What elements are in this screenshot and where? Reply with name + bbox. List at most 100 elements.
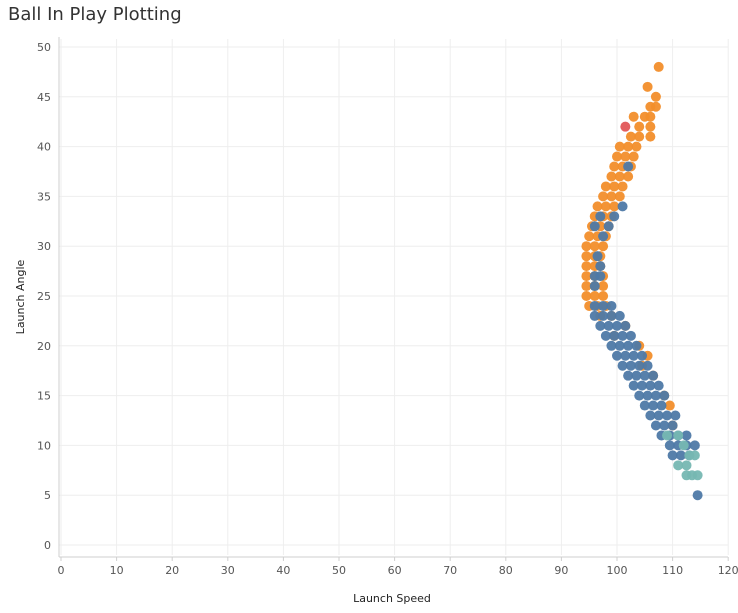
y-tick-label: 15 [37, 390, 51, 403]
data-point [678, 440, 689, 451]
data-point [589, 281, 600, 292]
data-point [634, 390, 645, 401]
data-point [612, 320, 622, 331]
grid-lines [59, 39, 729, 555]
data-point [637, 350, 648, 361]
data-point [628, 151, 639, 162]
x-tick-label: 80 [499, 564, 513, 577]
data-point [609, 181, 620, 192]
data-point [628, 350, 639, 361]
x-tick-label: 40 [276, 564, 290, 577]
data-point [598, 281, 609, 292]
y-tick-label: 5 [44, 489, 51, 502]
y-tick-label: 45 [37, 91, 51, 104]
data-point [589, 221, 600, 232]
data-point [584, 231, 595, 242]
data-point [598, 291, 609, 301]
y-tick-label: 50 [37, 41, 51, 54]
data-point [639, 370, 650, 381]
data-point [617, 360, 628, 371]
data-point [595, 271, 606, 282]
data-point [634, 360, 645, 371]
data-point [659, 420, 670, 431]
data-point [634, 131, 645, 142]
data-point [600, 330, 611, 341]
data-point [634, 121, 645, 132]
y-tick-label: 10 [37, 439, 51, 452]
data-point [595, 211, 606, 222]
data-point [603, 320, 614, 331]
data-point [681, 460, 692, 471]
data-point [606, 310, 617, 321]
data-point [645, 380, 656, 391]
data-point [600, 201, 611, 212]
data-point [628, 111, 639, 122]
data-point [689, 450, 700, 461]
data-point [662, 410, 673, 421]
data-point [650, 390, 661, 401]
data-point [631, 340, 642, 351]
data-point [675, 450, 686, 461]
data-point [614, 340, 625, 351]
data-point [614, 191, 625, 202]
data-point [637, 380, 648, 391]
x-axis-ticks: 0 10 20 30 40 50 60 70 80 90 100 110 120 [58, 557, 738, 577]
x-axis-title: Launch Speed [353, 592, 431, 605]
y-tick-label: 25 [37, 290, 51, 303]
y-axis-title: Launch Angle [14, 259, 27, 334]
data-point [623, 370, 634, 381]
data-point [623, 161, 634, 172]
data-point [609, 161, 620, 172]
data-point [581, 241, 592, 252]
data-point [692, 490, 703, 501]
data-point [650, 101, 661, 112]
data-point [614, 171, 625, 182]
y-tick-label: 20 [37, 340, 51, 353]
data-point [642, 81, 653, 92]
x-tick-label: 50 [332, 564, 346, 577]
data-point [589, 300, 600, 311]
data-point [598, 231, 609, 242]
y-tick-label: 0 [44, 539, 51, 552]
data-point [603, 221, 614, 232]
data-point [645, 121, 656, 132]
data-point [656, 400, 667, 411]
x-tick-label: 110 [662, 564, 683, 577]
data-point [589, 310, 600, 321]
data-points [581, 61, 703, 501]
data-point [681, 470, 692, 481]
data-point [623, 340, 634, 351]
data-point [650, 420, 661, 431]
data-point [609, 211, 620, 222]
data-point [659, 390, 670, 401]
data-point [617, 201, 628, 212]
data-point [664, 440, 675, 451]
data-point [612, 350, 622, 361]
data-point [648, 400, 659, 411]
data-point [648, 370, 659, 381]
data-point [645, 111, 656, 122]
data-point [598, 191, 609, 202]
data-point [653, 410, 664, 421]
data-point [673, 430, 684, 441]
data-point [581, 251, 592, 262]
data-point [642, 390, 653, 401]
data-point [617, 330, 628, 341]
data-point [617, 181, 628, 192]
y-tick-label: 30 [37, 240, 51, 253]
data-point [670, 410, 681, 421]
y-tick-label: 35 [37, 190, 51, 203]
data-point [645, 410, 656, 421]
data-point [589, 291, 600, 301]
data-point [595, 261, 606, 272]
data-point [645, 131, 656, 142]
data-point [692, 470, 703, 481]
data-point [650, 91, 661, 102]
data-point [609, 330, 620, 341]
x-tick-label: 20 [165, 564, 179, 577]
data-point [620, 320, 631, 331]
data-point [620, 350, 631, 361]
x-tick-label: 90 [554, 564, 568, 577]
data-point [600, 181, 611, 192]
